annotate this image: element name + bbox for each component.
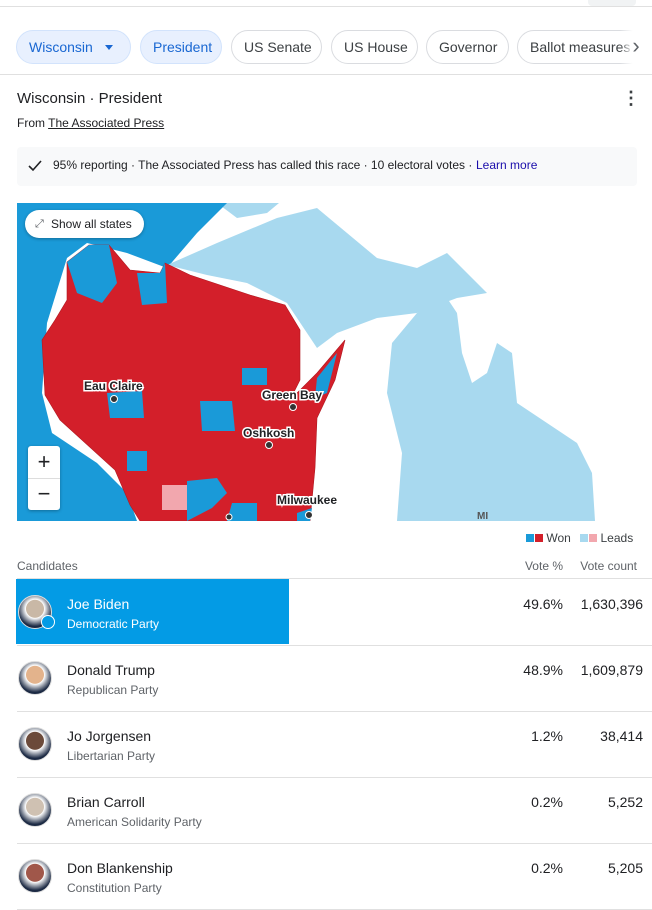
button-edge bbox=[588, 0, 636, 6]
city-dot bbox=[265, 441, 273, 449]
check-icon bbox=[28, 160, 42, 172]
status-box: 95% reporting · The Associated Press has… bbox=[17, 147, 637, 186]
county-won-dem bbox=[137, 263, 167, 305]
learn-more[interactable]: Learn more bbox=[476, 158, 538, 172]
tab-label: Ballot measures bbox=[530, 39, 631, 55]
candidate-party: Democratic Party bbox=[67, 617, 160, 631]
vote-count: 1,609,879 bbox=[580, 662, 643, 678]
county-won-dem bbox=[200, 401, 235, 431]
tab[interactable]: US Senate bbox=[231, 30, 322, 64]
county-won-dem bbox=[107, 391, 144, 418]
divider bbox=[0, 6, 652, 7]
candidate-row[interactable]: Joe Biden Democratic Party 49.6% 1,630,396 bbox=[16, 579, 652, 646]
vote-count: 38,414 bbox=[600, 728, 643, 744]
candidate-name: Brian Carroll bbox=[67, 794, 145, 810]
legend-leads: Leads bbox=[600, 531, 634, 545]
tab-label: Governor bbox=[439, 39, 498, 55]
county-won-dem bbox=[315, 353, 337, 398]
swatch bbox=[535, 534, 543, 542]
title: Wisconsin · President bbox=[17, 90, 163, 107]
candidate-name: Joe Biden bbox=[67, 596, 130, 612]
swatch bbox=[589, 534, 598, 542]
candidate-party: Republican Party bbox=[67, 683, 159, 697]
winner-highlight bbox=[16, 579, 289, 644]
city-dot bbox=[289, 403, 297, 411]
vote-percent: 48.9% bbox=[523, 662, 563, 678]
vote-percent: 49.6% bbox=[523, 596, 563, 612]
source-prefix: From bbox=[17, 116, 45, 130]
vote-percent: 1.2% bbox=[531, 728, 563, 744]
source-link[interactable]: The Associated Press bbox=[48, 116, 165, 130]
vote-percent: 0.2% bbox=[531, 860, 563, 876]
legend: Won Leads bbox=[526, 531, 633, 545]
county-won-dem bbox=[187, 478, 257, 521]
candidate-row[interactable]: Brian Carroll American Solidarity Party 0.… bbox=[17, 777, 652, 844]
city-label: Milwaukee bbox=[277, 493, 337, 507]
col-header: Vote count bbox=[580, 559, 637, 573]
vote-percent: 0.2% bbox=[531, 794, 563, 810]
county-leads-rep bbox=[162, 485, 187, 510]
city-dot bbox=[110, 395, 118, 403]
tab[interactable]: Wisconsin bbox=[16, 30, 131, 64]
swatch bbox=[526, 534, 534, 542]
candidate-photo bbox=[18, 793, 52, 827]
city-dot bbox=[225, 513, 233, 521]
divider bbox=[0, 74, 652, 75]
tab[interactable]: President bbox=[140, 30, 222, 64]
candidate-party: American Solidarity Party bbox=[67, 815, 202, 829]
col-header: Candidates bbox=[17, 559, 78, 573]
vote-count: 5,205 bbox=[607, 860, 643, 876]
city-dot bbox=[305, 511, 313, 519]
swatch bbox=[580, 534, 589, 542]
city-label: Eau Claire bbox=[84, 379, 143, 393]
called-check bbox=[41, 615, 55, 629]
zoom-in[interactable]: + bbox=[28, 446, 60, 479]
candidate-name: Jo Jorgensen bbox=[67, 728, 152, 744]
candidate-party: Constitution Party bbox=[67, 881, 162, 895]
state-label: MI bbox=[477, 511, 488, 521]
map: Eau Claire Green Bay Oshkosh Milwaukee M… bbox=[17, 203, 637, 521]
candidate-row[interactable]: Donald Trump Republican Party 48.9% 1,609,8… bbox=[17, 645, 652, 712]
county-won-dem bbox=[67, 245, 117, 303]
vote-count: 1,630,396 bbox=[580, 596, 643, 612]
divider bbox=[17, 578, 652, 579]
candidate-row[interactable]: Jo Jorgensen Libertarian Party 1.2% 38,414 bbox=[17, 711, 652, 778]
candidate-photo bbox=[18, 727, 52, 761]
button-label: Show all states bbox=[51, 217, 132, 231]
candidate-photo bbox=[18, 859, 52, 893]
lower-peninsula bbox=[387, 298, 595, 521]
dropdown-arrow bbox=[104, 45, 113, 54]
show-all-states[interactable]: ⤢ Show all states bbox=[25, 210, 144, 238]
col-header: Vote % bbox=[524, 559, 563, 573]
land bbox=[17, 203, 279, 218]
scroll-arrow[interactable]: › bbox=[620, 30, 652, 64]
tab-label: US House bbox=[344, 39, 408, 55]
city-label: Oshkosh bbox=[243, 426, 294, 440]
candidate-photo bbox=[18, 661, 52, 695]
zoom-control: + − bbox=[28, 446, 60, 510]
legend-won: Won bbox=[546, 531, 571, 545]
county-won-dem bbox=[242, 368, 267, 385]
candidate-party: Libertarian Party bbox=[67, 749, 156, 763]
source: From The Associated Press bbox=[17, 116, 164, 130]
tab-label: Wisconsin bbox=[29, 39, 93, 55]
tab[interactable]: US House bbox=[331, 30, 418, 64]
tab-label: US Senate bbox=[244, 39, 312, 55]
tab[interactable]: Governor bbox=[426, 30, 509, 64]
candidate-row[interactable]: Don Blankenship Constitution Party 0.2% 5,2… bbox=[17, 843, 652, 910]
candidate-name: Donald Trump bbox=[67, 662, 155, 678]
zoom-out[interactable]: − bbox=[37, 481, 51, 506]
tab-label: President bbox=[153, 39, 213, 55]
more-menu[interactable]: ⋮ bbox=[622, 88, 640, 108]
city-label: Green Bay bbox=[262, 388, 322, 402]
vote-count: 5,252 bbox=[607, 794, 643, 810]
county-won-dem bbox=[127, 451, 147, 471]
upper-peninsula bbox=[167, 208, 487, 348]
status-text: 95% reporting · The Associated Press has… bbox=[53, 158, 473, 172]
candidate-name: Don Blankenship bbox=[67, 860, 173, 876]
